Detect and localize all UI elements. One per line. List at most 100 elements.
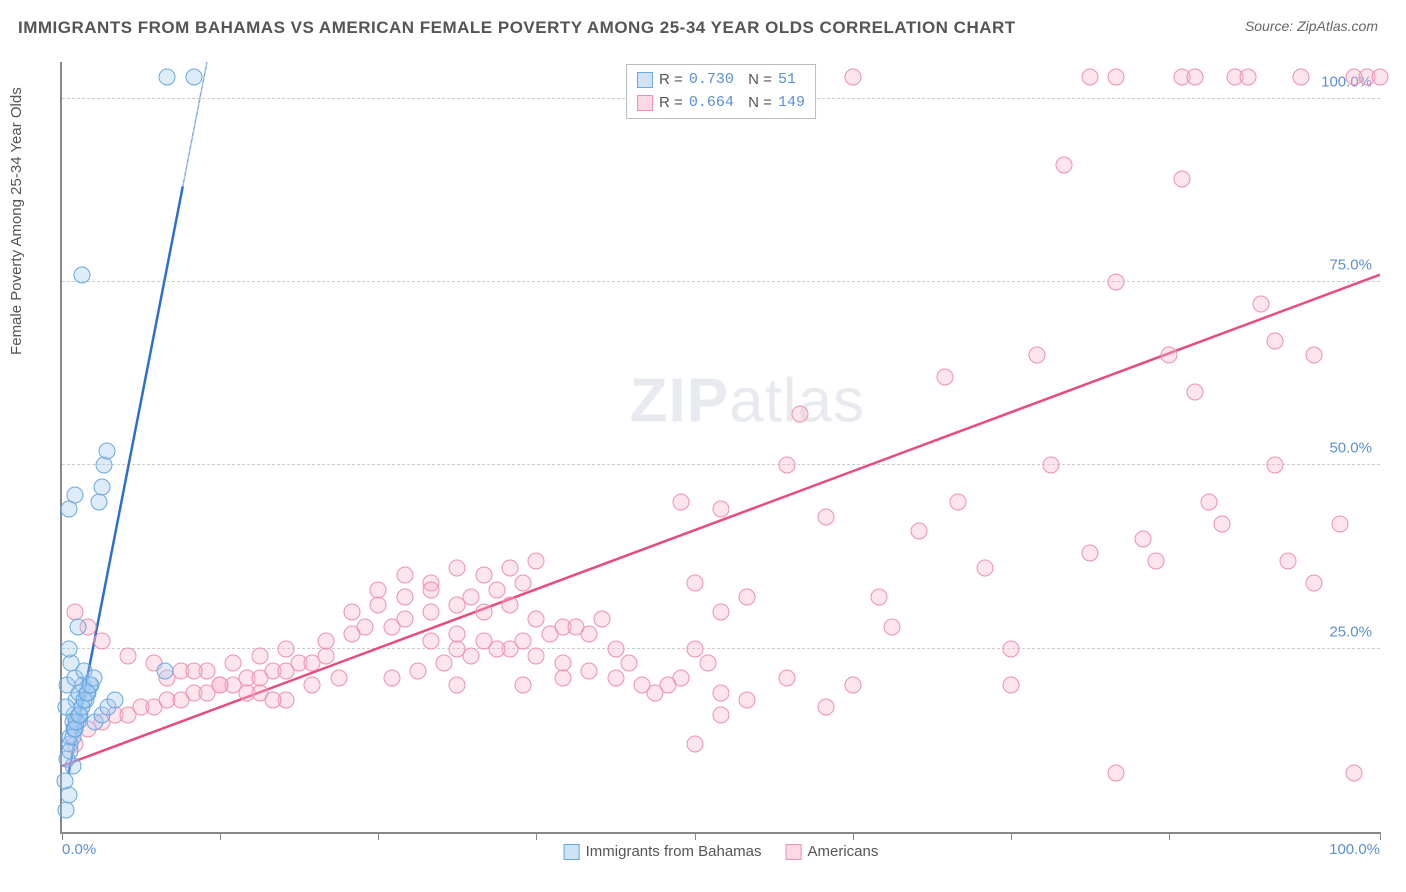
data-point bbox=[515, 574, 532, 591]
data-point bbox=[57, 802, 74, 819]
data-point bbox=[1042, 457, 1059, 474]
data-point bbox=[357, 618, 374, 635]
data-point bbox=[607, 640, 624, 657]
data-point bbox=[739, 692, 756, 709]
x-tick bbox=[853, 832, 854, 840]
data-point bbox=[1213, 516, 1230, 533]
r-value: 0.664 bbox=[689, 92, 734, 115]
data-point bbox=[73, 266, 90, 283]
data-point bbox=[937, 369, 954, 386]
legend-swatch bbox=[564, 844, 580, 860]
data-point bbox=[502, 560, 519, 577]
data-point bbox=[1266, 457, 1283, 474]
data-point bbox=[60, 640, 77, 657]
data-point bbox=[1161, 347, 1178, 364]
data-point bbox=[317, 633, 334, 650]
x-tick bbox=[1169, 832, 1170, 840]
data-point bbox=[90, 494, 107, 511]
data-point bbox=[85, 670, 102, 687]
data-point bbox=[98, 442, 115, 459]
data-point bbox=[488, 582, 505, 599]
data-point bbox=[423, 633, 440, 650]
data-point bbox=[251, 648, 268, 665]
data-point bbox=[317, 648, 334, 665]
data-point bbox=[528, 611, 545, 628]
data-point bbox=[1372, 68, 1389, 85]
data-point bbox=[1345, 765, 1362, 782]
data-point bbox=[673, 494, 690, 511]
data-point bbox=[778, 670, 795, 687]
legend-swatch bbox=[637, 95, 653, 111]
legend-swatch bbox=[786, 844, 802, 860]
data-point bbox=[910, 523, 927, 540]
data-point bbox=[1253, 296, 1270, 313]
data-point bbox=[488, 640, 505, 657]
data-point bbox=[1029, 347, 1046, 364]
x-tick-label: 100.0% bbox=[1329, 841, 1380, 858]
data-point bbox=[871, 589, 888, 606]
data-point bbox=[1187, 68, 1204, 85]
data-point bbox=[515, 677, 532, 694]
data-point bbox=[647, 684, 664, 701]
data-point bbox=[607, 670, 624, 687]
data-point bbox=[1108, 68, 1125, 85]
data-point bbox=[1266, 332, 1283, 349]
data-point bbox=[343, 604, 360, 621]
data-point bbox=[462, 589, 479, 606]
data-point bbox=[60, 501, 77, 518]
data-point bbox=[436, 655, 453, 672]
data-point bbox=[396, 611, 413, 628]
data-point bbox=[423, 582, 440, 599]
data-point bbox=[185, 662, 202, 679]
data-point bbox=[60, 787, 77, 804]
r-value: 0.730 bbox=[689, 69, 734, 92]
data-point bbox=[330, 670, 347, 687]
data-point bbox=[61, 743, 78, 760]
data-point bbox=[1240, 68, 1257, 85]
data-point bbox=[686, 640, 703, 657]
data-point bbox=[778, 457, 795, 474]
data-point bbox=[554, 670, 571, 687]
data-point bbox=[423, 604, 440, 621]
data-point bbox=[396, 589, 413, 606]
r-label: R = bbox=[659, 69, 683, 92]
gridline-h bbox=[62, 464, 1380, 465]
data-point bbox=[1306, 347, 1323, 364]
scatter-plot: ZIPatlas R = 0.730 N = 51 R = 0.664 N = … bbox=[60, 62, 1380, 834]
data-point bbox=[119, 648, 136, 665]
data-point bbox=[462, 648, 479, 665]
x-tick bbox=[536, 832, 537, 840]
data-point bbox=[409, 662, 426, 679]
data-point bbox=[739, 589, 756, 606]
watermark: ZIPatlas bbox=[630, 365, 865, 436]
data-point bbox=[699, 655, 716, 672]
data-point bbox=[1306, 574, 1323, 591]
y-tick-label: 75.0% bbox=[1329, 257, 1372, 274]
data-point bbox=[1002, 640, 1019, 657]
legend-label: Americans bbox=[808, 843, 879, 860]
data-point bbox=[1200, 494, 1217, 511]
data-point bbox=[106, 692, 123, 709]
data-point bbox=[818, 699, 835, 716]
x-tick-label: 0.0% bbox=[62, 841, 96, 858]
x-tick bbox=[378, 832, 379, 840]
legend-label: Immigrants from Bahamas bbox=[586, 843, 762, 860]
data-point bbox=[370, 596, 387, 613]
data-point bbox=[278, 640, 295, 657]
data-point bbox=[93, 479, 110, 496]
data-point bbox=[264, 692, 281, 709]
n-label: N = bbox=[740, 92, 772, 115]
x-tick bbox=[1380, 832, 1381, 840]
data-point bbox=[185, 68, 202, 85]
data-point bbox=[156, 662, 173, 679]
legend-row: R = 0.664 N = 149 bbox=[637, 92, 805, 115]
data-point bbox=[396, 567, 413, 584]
data-point bbox=[976, 560, 993, 577]
data-point bbox=[212, 677, 229, 694]
n-value: 149 bbox=[778, 92, 805, 115]
data-point bbox=[1147, 552, 1164, 569]
data-point bbox=[56, 772, 73, 789]
chart-title: IMMIGRANTS FROM BAHAMAS VS AMERICAN FEMA… bbox=[18, 18, 1016, 38]
gridline-h bbox=[62, 281, 1380, 282]
y-tick-label: 50.0% bbox=[1329, 440, 1372, 457]
